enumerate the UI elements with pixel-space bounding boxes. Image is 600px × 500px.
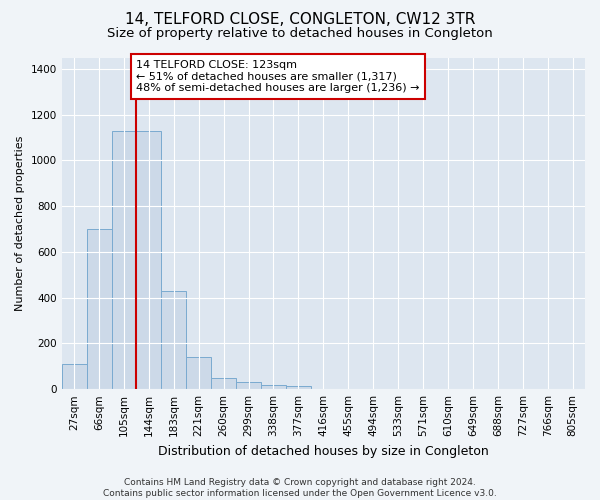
X-axis label: Distribution of detached houses by size in Congleton: Distribution of detached houses by size … bbox=[158, 444, 489, 458]
Bar bbox=[186, 357, 211, 389]
Bar bbox=[236, 382, 261, 389]
Text: Contains HM Land Registry data © Crown copyright and database right 2024.
Contai: Contains HM Land Registry data © Crown c… bbox=[103, 478, 497, 498]
Bar bbox=[161, 291, 186, 389]
Y-axis label: Number of detached properties: Number of detached properties bbox=[15, 136, 25, 311]
Bar bbox=[86, 229, 112, 389]
Bar bbox=[62, 364, 86, 389]
Bar bbox=[211, 378, 236, 389]
Text: Size of property relative to detached houses in Congleton: Size of property relative to detached ho… bbox=[107, 28, 493, 40]
Bar bbox=[136, 130, 161, 389]
Text: 14 TELFORD CLOSE: 123sqm
← 51% of detached houses are smaller (1,317)
48% of sem: 14 TELFORD CLOSE: 123sqm ← 51% of detach… bbox=[136, 60, 420, 93]
Text: 14, TELFORD CLOSE, CONGLETON, CW12 3TR: 14, TELFORD CLOSE, CONGLETON, CW12 3TR bbox=[125, 12, 475, 28]
Bar bbox=[112, 130, 136, 389]
Bar bbox=[261, 384, 286, 389]
Bar bbox=[286, 386, 311, 389]
